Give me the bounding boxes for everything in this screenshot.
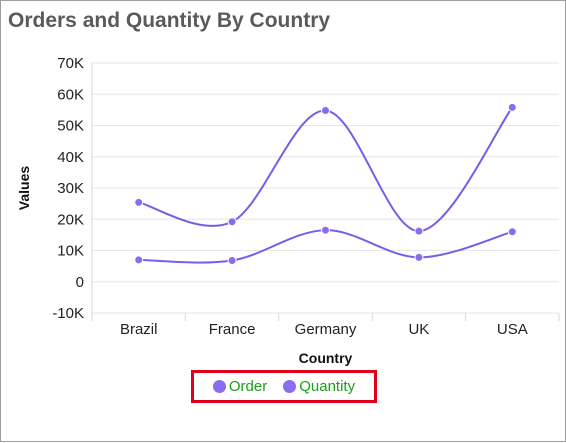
data-point-order-uk[interactable]	[414, 252, 424, 262]
data-point-quantity-brazil[interactable]	[134, 197, 144, 207]
y-tick-label: -10K	[52, 305, 84, 322]
axes	[91, 63, 560, 321]
legend-label-quantity: Quantity	[299, 378, 356, 395]
y-tick-labels: -10K 0 10K 20K 30K 40K 50K 60K 70K	[52, 55, 84, 322]
y-tick-label: 40K	[57, 149, 84, 166]
x-tick-label: Brazil	[120, 321, 158, 338]
circle-marker-icon	[283, 380, 297, 393]
data-point-quantity-germany[interactable]	[321, 106, 330, 115]
y-axis-title: Values	[16, 166, 32, 211]
x-tick-label: France	[209, 321, 256, 338]
series-line-quantity[interactable]	[138, 106, 514, 233]
legend-label-order: Order	[228, 378, 268, 395]
series-markers	[134, 102, 517, 265]
y-tick-label: 60K	[57, 86, 84, 103]
data-point-quantity-uk[interactable]	[414, 226, 424, 236]
data-point-order-germany[interactable]	[321, 225, 330, 235]
x-tick-label: Germany	[295, 321, 357, 338]
legend-item-quantity[interactable]: Quantity	[283, 378, 355, 395]
series-line-order[interactable]	[138, 229, 513, 264]
y-tick-label: 10K	[57, 243, 84, 260]
circle-marker-icon	[212, 380, 226, 393]
x-axis-title: Country	[299, 350, 353, 366]
y-tick-label: 30K	[57, 180, 84, 197]
x-tick-label: USA	[497, 321, 528, 338]
legend-item-order[interactable]: Order	[212, 378, 268, 395]
x-tick-label: UK	[408, 321, 429, 338]
chart-title: Orders and Quantity By Country	[8, 9, 331, 32]
y-tick-label: 50K	[57, 118, 84, 135]
y-tick-label: 0	[76, 274, 84, 291]
data-point-order-usa[interactable]	[507, 227, 517, 237]
data-point-quantity-usa[interactable]	[507, 102, 517, 112]
gridlines	[92, 62, 559, 314]
data-point-order-france[interactable]	[227, 256, 237, 265]
x-tick-labels: Brazil France Germany UK USA	[120, 321, 528, 338]
data-point-quantity-france[interactable]	[227, 217, 237, 227]
legend: Order Quantity	[191, 370, 377, 403]
y-tick-label: 70K	[57, 55, 84, 72]
data-point-order-brazil[interactable]	[134, 255, 144, 265]
series-lines	[138, 106, 514, 264]
y-tick-label: 20K	[57, 211, 84, 228]
